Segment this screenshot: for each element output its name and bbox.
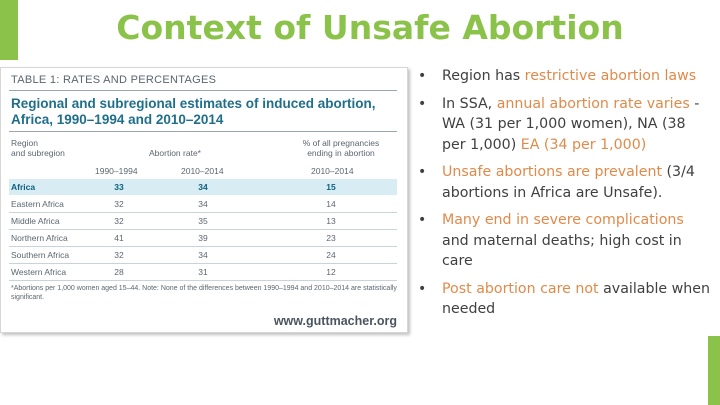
bullet-item: • Region has restrictive abortion laws <box>418 66 710 87</box>
header-col-1990: 1990–1994 <box>95 166 138 176</box>
row-rate-2010: 35 <box>198 216 208 226</box>
divider <box>9 131 397 132</box>
bullet-icon: • <box>418 164 427 180</box>
figure-source-url: www.guttmacher.org <box>273 314 397 328</box>
figure-title-line: Africa, 1990–1994 and 2010–2014 <box>11 112 224 127</box>
row-rate-2010: 34 <box>198 182 208 192</box>
bullet-item: • Post abortion care not available when … <box>418 279 710 320</box>
row-rate-1990: 41 <box>114 233 124 243</box>
header-region: Region and subregion <box>11 138 65 158</box>
header-percent-line: % of all pregnancies <box>302 138 380 148</box>
header-col-2010a: 2010–2014 <box>181 166 224 176</box>
bullet-highlight: Post abortion care not <box>442 280 599 297</box>
bullet-text: (3/4 abortions in Africa are Unsafe). <box>442 164 695 201</box>
slide-title: Context of Unsafe Abortion <box>116 8 624 47</box>
row-region: Southern Africa <box>11 250 70 260</box>
figure-title-line: Regional and subregional estimates of in… <box>11 96 376 111</box>
table-row: Africa 33 34 15 <box>9 179 397 195</box>
divider <box>9 90 397 91</box>
row-rate-1990: 28 <box>114 267 124 277</box>
row-percent: 24 <box>326 250 336 260</box>
row-region: Middle Africa <box>11 216 60 226</box>
row-rate-2010: 34 <box>198 199 208 209</box>
bullet-item: • Unsafe abortions are prevalent (3/4 ab… <box>418 162 710 203</box>
header-rate: Abortion rate* <box>149 148 201 158</box>
bullet-item: • In SSA, annual abortion rate varies - … <box>418 94 710 156</box>
left-accent-bar <box>0 0 18 60</box>
row-percent: 14 <box>326 199 336 209</box>
table-row: Western Africa 28 31 12 <box>9 264 397 281</box>
bullet-text: and maternal deaths; high cost in care <box>442 232 682 270</box>
bullet-text: Region has <box>442 68 525 84</box>
bullet-icon: • <box>418 95 427 112</box>
row-percent: 13 <box>326 216 336 226</box>
table-row: Middle Africa 32 35 13 <box>9 213 397 230</box>
bullet-highlight: Unsafe abortions are prevalent <box>442 164 663 180</box>
bullet-text: In SSA, <box>442 95 497 112</box>
table-figure: TABLE 1: RATES AND PERCENTAGES Regional … <box>0 67 408 333</box>
header-region-line: Region <box>11 138 38 148</box>
header-percent: % of all pregnancies ending in abortion <box>291 138 391 158</box>
bullet-icon: • <box>418 212 427 228</box>
row-rate-2010: 39 <box>198 233 208 243</box>
bullet-item: • Many end in severe complications and m… <box>418 210 710 272</box>
row-rate-1990: 32 <box>114 199 124 209</box>
bullet-text: available when needed <box>442 280 710 318</box>
row-region: Eastern Africa <box>11 199 64 209</box>
figure-footnote: *Abortions per 1,000 women aged 15–44. N… <box>11 285 397 301</box>
bullet-icon: • <box>418 68 427 84</box>
row-percent: 23 <box>326 233 336 243</box>
header-region-line: and subregion <box>11 148 65 158</box>
table-row: Eastern Africa 32 34 14 <box>9 196 397 213</box>
bullet-icon: • <box>418 280 427 297</box>
bullet-highlight: Many end in severe complications <box>442 212 684 228</box>
bullet-highlight: restrictive abortion laws <box>524 68 697 84</box>
row-region: Africa <box>11 182 36 192</box>
row-rate-2010: 34 <box>198 250 208 260</box>
bullet-highlight: EA (34 per 1,000) <box>520 136 647 153</box>
row-rate-2010: 31 <box>198 267 208 277</box>
bullet-list: • Region has restrictive abortion laws •… <box>418 66 710 320</box>
row-region: Western Africa <box>11 267 67 277</box>
row-rate-1990: 33 <box>114 182 124 192</box>
row-percent: 15 <box>326 182 336 192</box>
row-region: Northern Africa <box>11 233 68 243</box>
bullet-highlight: annual abortion rate varies <box>496 95 690 112</box>
header-percent-line: ending in abortion <box>307 148 375 158</box>
figure-title: Regional and subregional estimates of in… <box>11 96 376 128</box>
table-row: Northern Africa 41 39 23 <box>9 230 397 247</box>
figure-label: TABLE 1: RATES AND PERCENTAGES <box>11 74 217 86</box>
row-percent: 12 <box>326 267 336 277</box>
row-rate-1990: 32 <box>114 250 124 260</box>
header-col-2010b: 2010–2014 <box>311 166 354 176</box>
right-accent-bar <box>708 336 720 405</box>
bullet-text: - WA (31 per 1,000 women), NA (38 per 1,… <box>442 95 700 153</box>
row-rate-1990: 32 <box>114 216 124 226</box>
table-row: Southern Africa 32 34 24 <box>9 247 397 264</box>
